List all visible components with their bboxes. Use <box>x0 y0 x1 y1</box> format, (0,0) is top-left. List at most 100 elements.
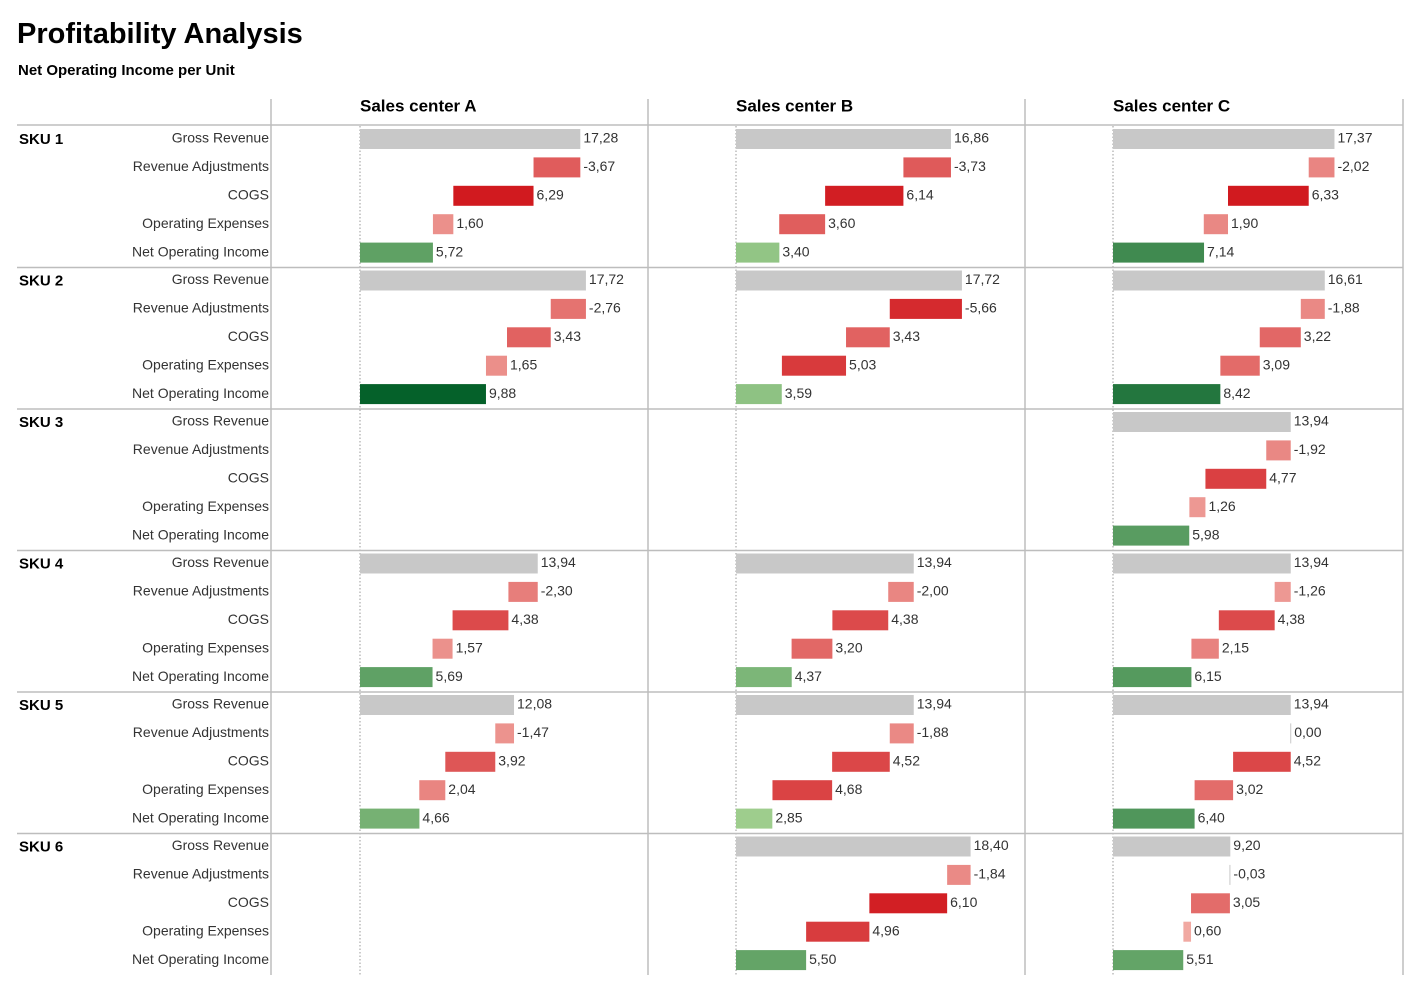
bar <box>1113 384 1221 405</box>
bar <box>736 808 773 829</box>
bar <box>736 242 780 263</box>
data-label: 8,42 <box>1223 385 1250 401</box>
bar <box>360 553 538 574</box>
data-label: 6,33 <box>1312 187 1339 203</box>
data-label: 17,28 <box>583 130 618 146</box>
bar <box>360 808 420 829</box>
bar <box>1274 581 1291 602</box>
sku-label: SKU 5 <box>19 697 63 714</box>
data-label: 1,60 <box>456 215 483 231</box>
measure-label: COGS <box>228 894 269 910</box>
data-label: -3,67 <box>583 158 615 174</box>
data-label: 13,94 <box>917 554 952 570</box>
page-subtitle: Net Operating Income per Unit <box>18 62 235 79</box>
bar <box>736 950 807 971</box>
bar <box>495 723 515 744</box>
bar <box>360 242 433 263</box>
data-label: 9,88 <box>489 385 516 401</box>
bar <box>846 327 890 348</box>
data-label: 0,00 <box>1294 724 1321 740</box>
data-label: 6,40 <box>1198 809 1225 825</box>
measure-label: Operating Expenses <box>142 639 269 655</box>
data-label: 7,14 <box>1207 243 1234 259</box>
bar <box>1191 893 1230 914</box>
data-label: 13,94 <box>1294 413 1329 429</box>
bar <box>1220 355 1260 376</box>
data-label: -1,88 <box>1328 300 1360 316</box>
data-label: 4,52 <box>893 753 920 769</box>
bar <box>1113 950 1184 971</box>
sku-label: SKU 6 <box>19 838 63 855</box>
bar <box>533 157 581 178</box>
bar <box>1113 242 1205 263</box>
data-label: -2,30 <box>541 583 573 599</box>
data-label: 4,37 <box>795 668 822 684</box>
data-label: -1,26 <box>1294 583 1326 599</box>
bar <box>507 327 551 348</box>
data-label: 1,65 <box>510 356 537 372</box>
measure-label: Operating Expenses <box>142 781 269 797</box>
bar <box>1203 214 1229 235</box>
measure-label: Gross Revenue <box>172 130 269 146</box>
bar <box>1228 185 1309 206</box>
data-label: 3,05 <box>1233 894 1260 910</box>
sku-label: SKU 1 <box>19 131 63 148</box>
data-label: 5,98 <box>1192 526 1219 542</box>
bar <box>1113 667 1192 688</box>
data-label: -1,84 <box>974 866 1006 882</box>
bar <box>445 751 496 772</box>
sku-label: SKU 2 <box>19 272 63 289</box>
data-label: 6,15 <box>1194 668 1221 684</box>
data-label: 1,57 <box>456 639 483 655</box>
bar <box>736 553 914 574</box>
measure-label: Net Operating Income <box>132 668 269 684</box>
bar <box>903 157 951 178</box>
data-label: 4,38 <box>1278 611 1305 627</box>
measure-label: Gross Revenue <box>172 271 269 287</box>
measure-label: Net Operating Income <box>132 809 269 825</box>
measure-label: Operating Expenses <box>142 356 269 372</box>
bar <box>360 129 581 149</box>
bar <box>781 355 847 376</box>
bar <box>1233 751 1291 772</box>
bar <box>1259 327 1301 348</box>
bar <box>736 836 971 857</box>
measure-label: Net Operating Income <box>132 243 269 259</box>
data-label: 4,66 <box>422 809 449 825</box>
data-label: 6,14 <box>906 187 933 203</box>
measure-label: COGS <box>228 611 269 627</box>
bar <box>779 214 826 235</box>
bar <box>432 638 453 659</box>
data-label: 3,92 <box>498 753 525 769</box>
data-label: 16,61 <box>1328 271 1363 287</box>
bar <box>947 864 971 885</box>
measure-label: Net Operating Income <box>132 951 269 967</box>
measure-label: Revenue Adjustments <box>133 300 269 316</box>
bar <box>432 214 454 235</box>
data-label: 3,60 <box>828 215 855 231</box>
bar <box>1113 270 1325 291</box>
data-label: 3,43 <box>554 328 581 344</box>
data-label: 1,90 <box>1231 215 1258 231</box>
data-label: -1,88 <box>917 724 949 740</box>
data-label: 3,59 <box>785 385 812 401</box>
measure-label: Net Operating Income <box>132 526 269 542</box>
bar <box>1205 468 1267 489</box>
data-label: 5,51 <box>1186 951 1213 967</box>
page-title: Profitability Analysis <box>17 18 303 50</box>
data-label: 3,22 <box>1304 328 1331 344</box>
column-header: Sales center A <box>360 96 477 115</box>
bar <box>1113 836 1231 857</box>
bar <box>1113 412 1291 432</box>
measure-label: COGS <box>228 753 269 769</box>
bar <box>453 185 534 206</box>
bar <box>889 298 962 319</box>
measure-label: Revenue Adjustments <box>133 441 269 457</box>
bar <box>1300 298 1325 319</box>
data-label: 3,43 <box>893 328 920 344</box>
data-label: 3,09 <box>1263 356 1290 372</box>
bar <box>1218 610 1275 631</box>
bar <box>806 921 870 942</box>
bar <box>832 751 890 772</box>
bar <box>485 355 508 376</box>
